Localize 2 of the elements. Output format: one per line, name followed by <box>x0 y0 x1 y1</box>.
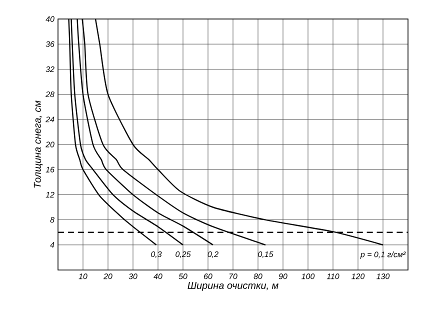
x-axis-title: Ширина очистки, м <box>188 282 278 291</box>
y-axis-title: Толщина снега, см <box>34 100 43 188</box>
